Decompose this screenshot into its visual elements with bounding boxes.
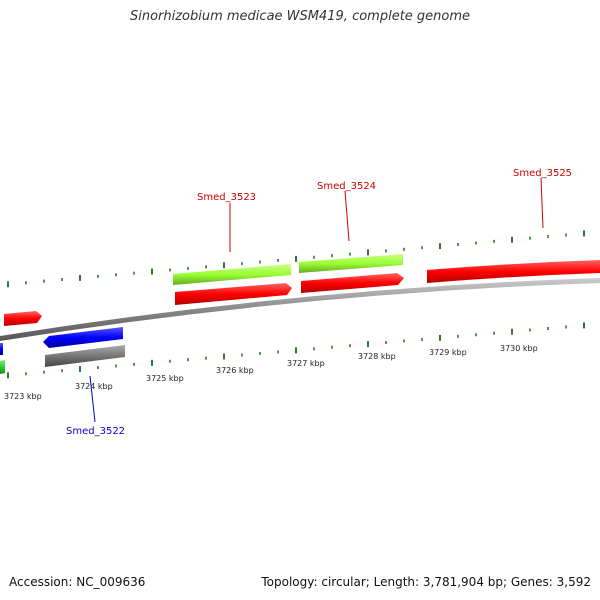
kbp-label: 3723 kbp bbox=[4, 392, 42, 401]
gene-bar-smed-3523-rna[interactable] bbox=[173, 264, 291, 285]
gene-label-smed-3524[interactable]: Smed_3524 bbox=[317, 181, 376, 192]
kbp-label: 3729 kbp bbox=[429, 348, 467, 357]
gene-arrow-smed-3522[interactable] bbox=[43, 327, 123, 348]
outer-tick-row bbox=[7, 230, 585, 288]
kbp-label: 3727 kbp bbox=[287, 359, 325, 368]
genome-backbone bbox=[0, 278, 600, 341]
gene-bar-edge-green[interactable] bbox=[0, 360, 5, 374]
kbp-tick-labels: 3723 kbp 3724 kbp 3725 kbp 3726 kbp 3727… bbox=[4, 344, 538, 401]
map-title: Sinorhizobium medicae WSM419, complete g… bbox=[129, 9, 471, 24]
kbp-label: 3726 kbp bbox=[216, 366, 254, 375]
gene-arrow-smed-3524[interactable] bbox=[301, 273, 404, 293]
callout-line-smed-3524 bbox=[344, 190, 350, 242]
kbp-label: 3724 kbp bbox=[75, 382, 113, 391]
genome-summary-text: Topology: circular; Length: 3,781,904 bp… bbox=[261, 575, 591, 589]
callout-line-smed-3522 bbox=[89, 375, 96, 423]
gene-bar-smed-3522-gray[interactable] bbox=[45, 345, 125, 367]
gene-bar-smed-3524-rna[interactable] bbox=[299, 254, 403, 273]
gene-arrow-smed-3525[interactable] bbox=[427, 260, 600, 283]
gene-arrow-smed-3523[interactable] bbox=[175, 283, 292, 305]
inner-tick-row bbox=[7, 322, 585, 379]
gene-bar-edge-blue[interactable] bbox=[0, 343, 3, 355]
gene-label-smed-3523[interactable]: Smed_3523 bbox=[197, 192, 256, 203]
kbp-label: 3725 kbp bbox=[146, 374, 184, 383]
gene-label-smed-3525[interactable]: Smed_3525 bbox=[513, 168, 572, 179]
gene-label-smed-3522[interactable]: Smed_3522 bbox=[66, 426, 125, 437]
gene-arrow-smed-3521[interactable] bbox=[4, 311, 42, 326]
kbp-label: 3728 kbp bbox=[358, 352, 396, 361]
accession-text: Accession: NC_009636 bbox=[9, 575, 146, 589]
callout-line-smed-3525 bbox=[540, 177, 544, 229]
kbp-label: 3730 kbp bbox=[500, 344, 538, 353]
